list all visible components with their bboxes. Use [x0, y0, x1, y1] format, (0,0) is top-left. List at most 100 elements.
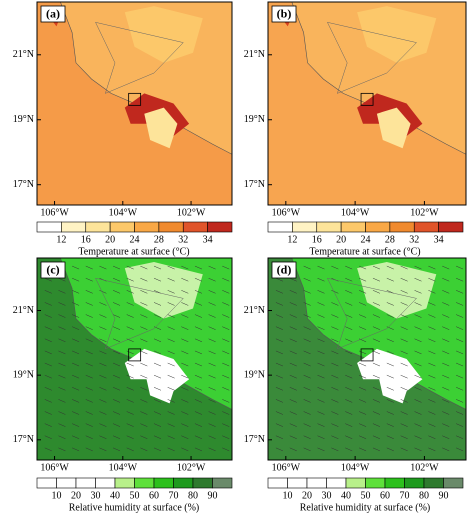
wind-arrow — [442, 338, 450, 343]
colorbar-box — [153, 477, 174, 489]
wind-arrow — [112, 387, 121, 391]
wind-arrow — [386, 265, 394, 270]
wind-arrow — [303, 399, 311, 403]
lon-label: 104°W — [109, 207, 138, 218]
wind-arrow — [386, 435, 394, 439]
wind-arrow — [58, 338, 66, 343]
wind-arrow — [358, 435, 367, 439]
wind-arrow — [99, 350, 107, 355]
lat-label: 21°N — [244, 305, 265, 316]
wind-arrow — [208, 399, 216, 403]
wind-arrow — [456, 338, 464, 343]
wind-arrow — [222, 411, 230, 415]
colorbar-title: Relative humidity at surface (%) — [300, 502, 431, 513]
wind-arrow — [112, 314, 121, 318]
wind-arrow — [153, 447, 162, 452]
wind-arrow — [428, 302, 436, 306]
colorbar-box — [326, 477, 347, 489]
wind-arrow — [456, 302, 464, 306]
wind-arrow — [222, 399, 230, 403]
wind-arrow — [317, 350, 325, 355]
lat-label: 19°N — [244, 369, 265, 380]
wind-arrow — [442, 374, 450, 379]
wind-arrow — [194, 362, 203, 367]
colorbar-tick: 50 — [361, 490, 371, 501]
wind-arrow — [208, 411, 216, 415]
colorbar-box — [340, 221, 366, 233]
wind-arrow — [400, 447, 408, 452]
wind-arrow — [275, 290, 284, 294]
wind-arrow — [58, 290, 66, 294]
wind-arrow — [442, 387, 450, 391]
wind-arrow — [331, 326, 339, 330]
colorbar-tick: 12 — [287, 234, 297, 245]
colorbar-box — [212, 477, 233, 489]
wind-arrow — [140, 277, 148, 282]
colorbar-box — [85, 221, 111, 233]
wind-arrow — [85, 302, 93, 306]
colorbar-box — [384, 477, 405, 489]
colorbar-tick: 30 — [322, 490, 332, 501]
wind-arrow — [400, 290, 408, 294]
wind-arrow — [317, 277, 325, 282]
wind-arrow — [289, 338, 297, 343]
colorbar-box — [36, 477, 57, 489]
wind-arrow — [58, 387, 66, 391]
colorbar-tick: 30 — [91, 490, 101, 501]
wind-arrow — [358, 302, 367, 306]
wind-arrow — [72, 314, 80, 318]
wind-arrow — [85, 399, 93, 403]
wind-arrow — [400, 302, 408, 306]
wind-arrow — [442, 447, 450, 452]
wind-arrow — [358, 399, 367, 403]
colorbar-box — [192, 477, 213, 489]
wind-arrow — [386, 411, 394, 415]
colorbar-tick: 20 — [336, 234, 346, 245]
wind-arrow — [222, 423, 230, 427]
wind-arrow — [317, 265, 325, 270]
wind-arrow — [72, 435, 80, 439]
highland — [357, 262, 437, 319]
wind-arrow — [194, 338, 203, 343]
wind-arrow — [72, 265, 80, 270]
wind-arrow — [414, 314, 422, 318]
lon-label: 104°W — [341, 462, 370, 473]
wind-arrow — [126, 302, 134, 306]
wind-arrow — [289, 423, 297, 427]
wind-arrow — [400, 387, 408, 391]
wind-arrow — [194, 326, 203, 330]
wind-arrow — [358, 277, 367, 282]
wind-arrow — [112, 411, 121, 415]
wind-arrow — [400, 265, 408, 270]
wind-arrow — [167, 447, 175, 452]
wind-arrow — [386, 314, 394, 318]
wind-arrow — [386, 338, 394, 343]
wind-arrow — [222, 326, 230, 330]
wind-arrow — [72, 290, 80, 294]
wind-arrow — [44, 290, 52, 294]
wind-arrow — [317, 326, 325, 330]
wind-arrow — [400, 326, 408, 330]
wind-arrow — [126, 350, 134, 355]
wind-arrow — [372, 411, 381, 415]
colorbar-title: Relative humidity at surface (%) — [69, 502, 200, 513]
wind-arrow — [167, 387, 175, 391]
wind-arrow — [428, 314, 436, 318]
wind-arrow — [194, 277, 203, 282]
wind-arrow — [414, 326, 422, 330]
lon-label: 104°W — [341, 207, 370, 218]
wind-arrow — [153, 314, 162, 318]
wind-arrow — [181, 362, 189, 367]
colorbar-tick: 20 — [71, 490, 81, 501]
wind-arrow — [58, 314, 66, 318]
wind-arrow — [140, 350, 148, 355]
wind-arrow — [275, 387, 284, 391]
wind-arrow — [456, 411, 464, 415]
wind-arrow — [400, 411, 408, 415]
map — [37, 2, 232, 205]
colorbar-tick: 40 — [110, 490, 120, 501]
wind-arrow — [44, 338, 52, 343]
wind-arrow — [456, 290, 464, 294]
wind-arrow — [72, 399, 80, 403]
wind-arrow — [345, 302, 353, 306]
